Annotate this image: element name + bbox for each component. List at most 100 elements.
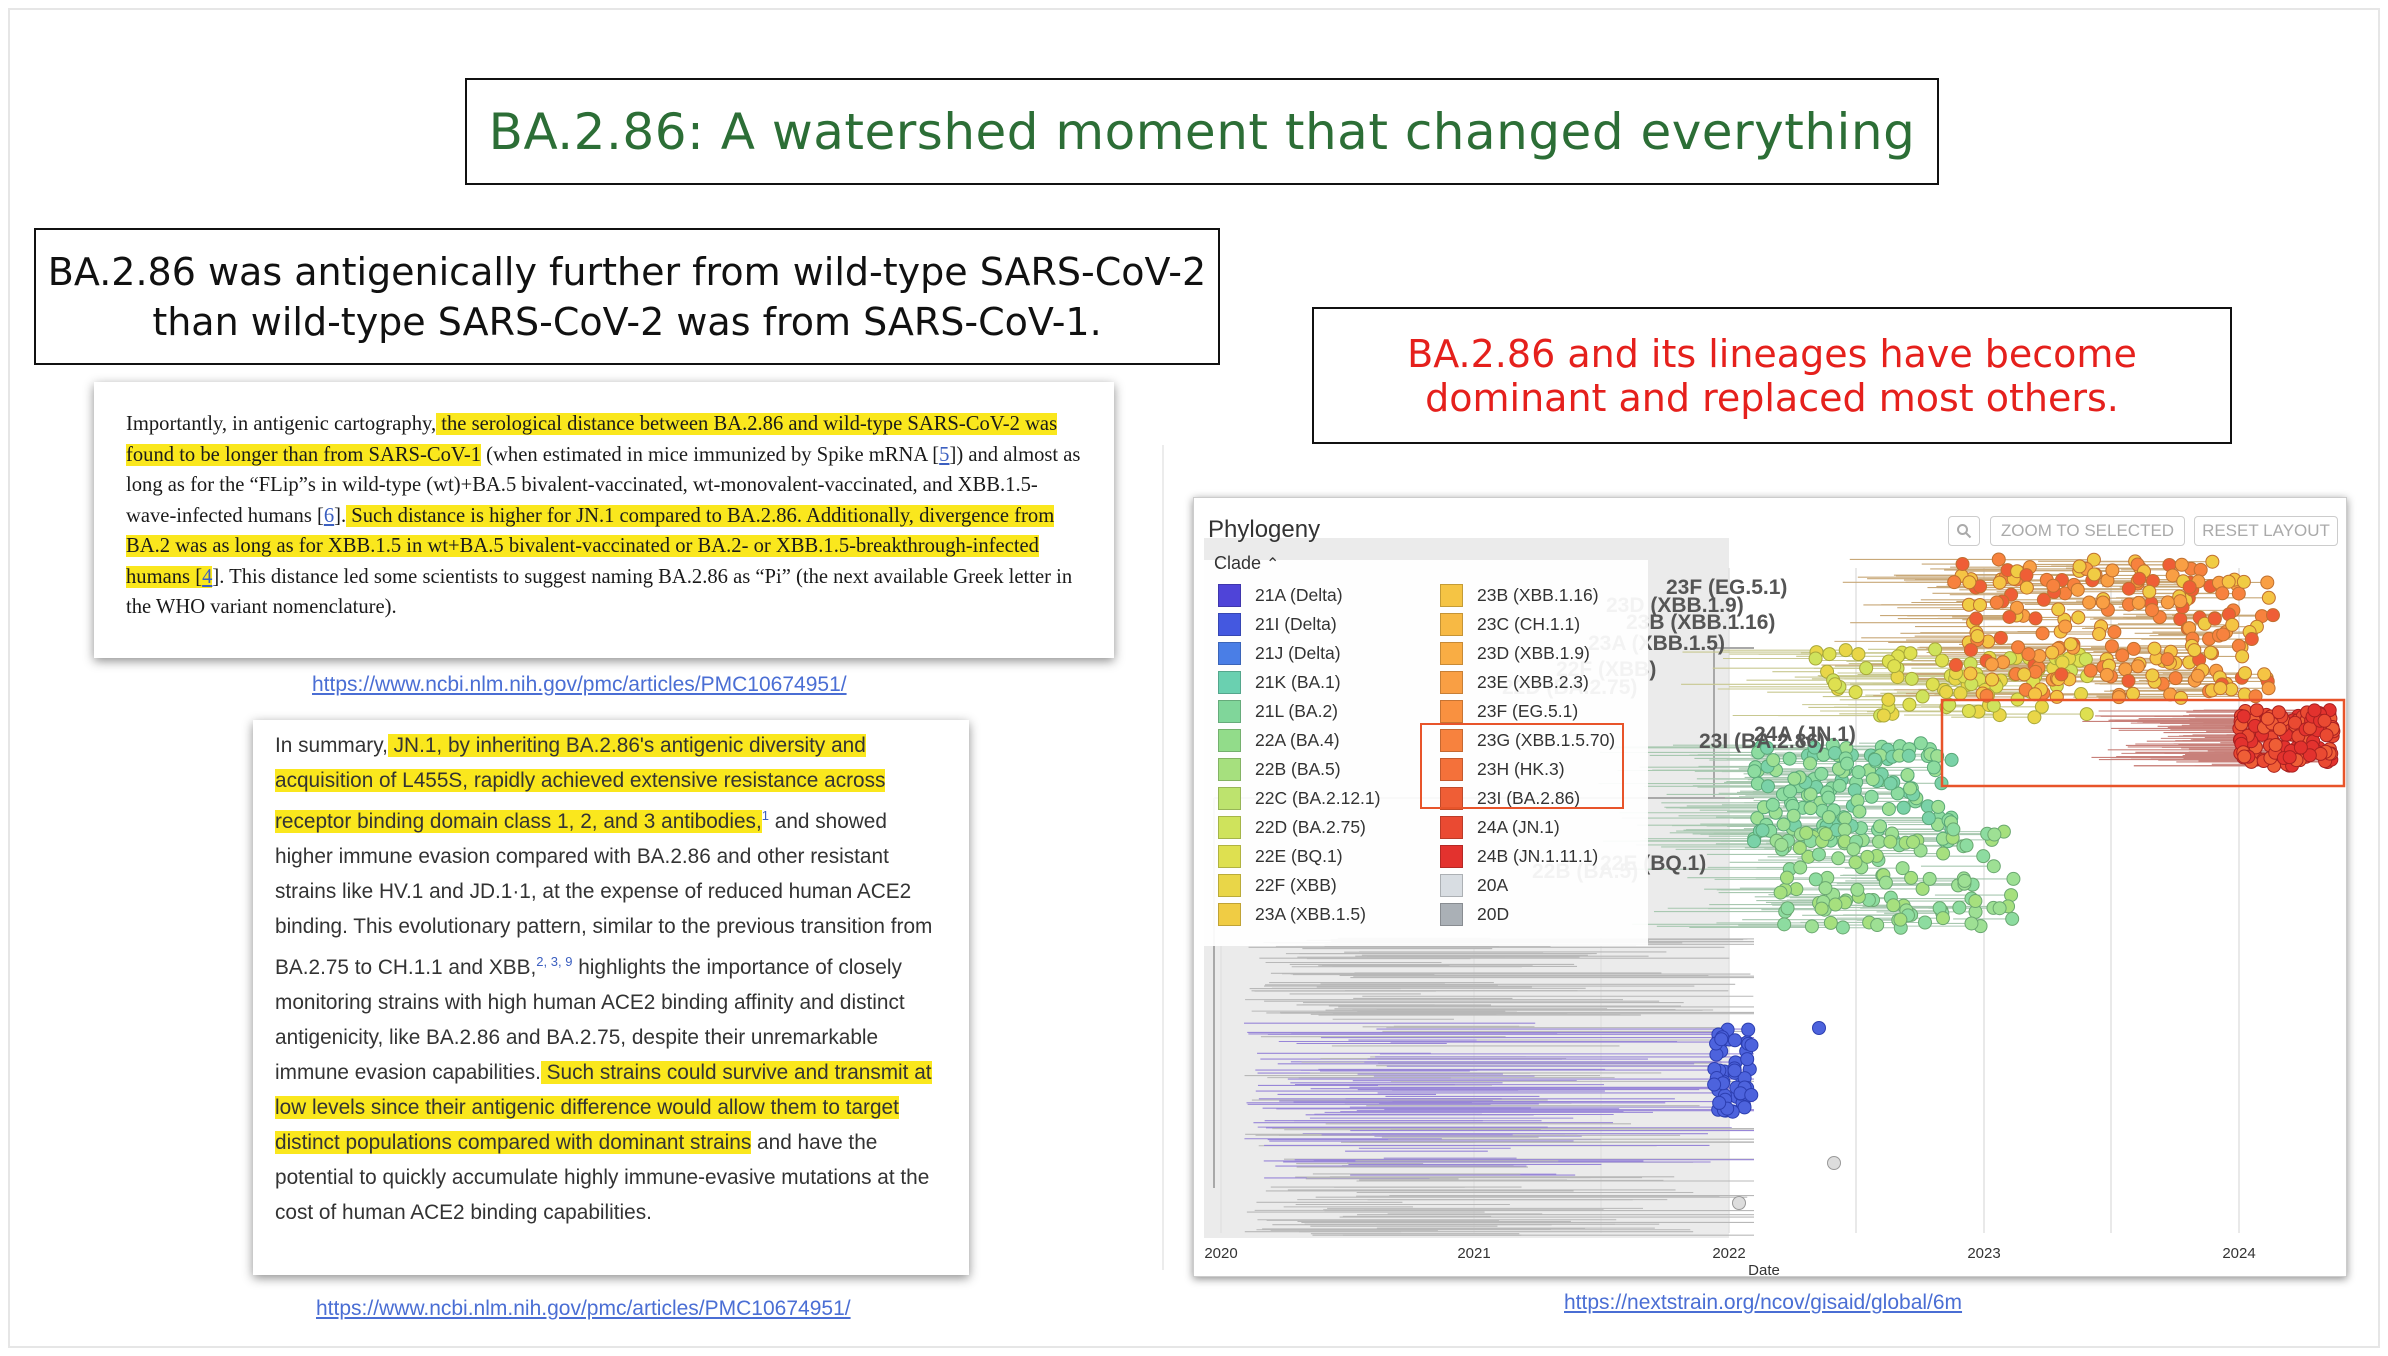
tree-tip[interactable] — [1835, 920, 1850, 935]
source-link-1[interactable]: https://www.ncbi.nlm.nih.gov/pmc/article… — [312, 673, 847, 696]
tree-tip[interactable] — [2125, 686, 2140, 701]
tree-tip[interactable] — [1963, 642, 1978, 657]
tree-tip[interactable] — [1777, 917, 1792, 932]
tree-tip[interactable] — [2111, 690, 2126, 705]
tree-tip[interactable] — [1807, 740, 1822, 755]
tree-tip[interactable] — [2187, 643, 2202, 658]
tree-tip[interactable] — [2126, 641, 2141, 656]
tree-tip[interactable] — [2131, 595, 2146, 610]
tree-tip[interactable] — [2160, 652, 2175, 667]
tree-tip[interactable] — [1765, 797, 1780, 812]
tree-tip[interactable] — [2063, 637, 2078, 652]
legend-item[interactable]: 22F (XBB) — [1218, 874, 1337, 897]
tree-tip[interactable] — [2268, 737, 2283, 752]
tree-tip[interactable] — [1957, 873, 1972, 888]
tree-tip[interactable] — [1921, 811, 1936, 826]
tree-tip[interactable] — [1792, 840, 1807, 855]
tree-tip[interactable] — [2028, 611, 2043, 626]
tree-tip[interactable] — [2095, 595, 2110, 610]
tree-tip[interactable] — [1811, 847, 1826, 862]
legend-item[interactable]: 21I (Delta) — [1218, 613, 1337, 636]
reference-link-4[interactable]: 4 — [202, 565, 213, 588]
tree-tip[interactable] — [2182, 580, 2197, 595]
tree-tip[interactable] — [1848, 855, 1863, 870]
tree-tip[interactable] — [1827, 1156, 1841, 1170]
tree-tip[interactable] — [2086, 552, 2101, 567]
tree-tip[interactable] — [2054, 667, 2069, 682]
tree-tip[interactable] — [1776, 817, 1791, 832]
tree-tip[interactable] — [1840, 756, 1855, 771]
legend-item[interactable]: 20D — [1440, 903, 1509, 926]
tree-tip[interactable] — [1972, 597, 1987, 612]
tree-tip[interactable] — [2257, 667, 2272, 682]
tree-tip[interactable] — [2215, 586, 2230, 601]
tree-tip[interactable] — [2027, 710, 2042, 725]
tree-tip[interactable] — [2160, 595, 2175, 610]
tree-tip[interactable] — [2203, 645, 2218, 660]
tree-tip[interactable] — [1989, 595, 2004, 610]
tree-tip[interactable] — [2174, 557, 2189, 572]
tree-tip[interactable] — [2092, 627, 2107, 642]
tree-tip[interactable] — [1948, 658, 1963, 673]
tree-tip[interactable] — [1925, 677, 1940, 692]
tree-tip[interactable] — [2115, 648, 2130, 663]
tree-tip[interactable] — [2132, 571, 2147, 586]
tree-tip[interactable] — [1783, 784, 1798, 799]
tree-tip[interactable] — [1821, 790, 1836, 805]
tree-tip[interactable] — [1814, 901, 1829, 916]
tree-tip[interactable] — [1985, 672, 2000, 687]
tree-tip[interactable] — [1915, 689, 1930, 704]
tree-tip[interactable] — [1803, 756, 1818, 771]
tree-tip[interactable] — [1961, 703, 1976, 718]
tree-tip[interactable] — [2005, 911, 2020, 926]
tree-tip[interactable] — [2265, 608, 2280, 623]
tree-tip[interactable] — [1903, 781, 1918, 796]
tree-tip[interactable] — [1732, 1196, 1746, 1210]
tree-tip[interactable] — [1867, 752, 1882, 767]
tree-tip[interactable] — [2058, 619, 2073, 634]
tree-tip[interactable] — [2130, 659, 2145, 674]
tree-tip[interactable] — [1837, 822, 1852, 837]
tree-tip[interactable] — [1864, 789, 1879, 804]
tree-tip[interactable] — [1760, 779, 1775, 794]
tree-tip[interactable] — [1904, 671, 1919, 686]
tree-tip[interactable] — [1821, 810, 1836, 825]
tree-tip[interactable] — [2070, 582, 2085, 597]
tree-tip[interactable] — [2079, 707, 2094, 722]
tree-tip[interactable] — [1737, 1100, 1752, 1115]
tree-tip[interactable] — [2074, 687, 2089, 702]
legend-item[interactable]: 23A (XBB.1.5) — [1218, 903, 1366, 926]
tree-tip[interactable] — [1714, 1032, 1729, 1047]
tree-tip[interactable] — [1846, 842, 1861, 857]
tree-tip[interactable] — [1901, 748, 1916, 763]
tree-tip[interactable] — [1838, 643, 1853, 658]
tree-tip[interactable] — [1804, 919, 1819, 934]
source-link-2[interactable]: https://www.ncbi.nlm.nih.gov/pmc/article… — [316, 1297, 851, 1320]
legend-item[interactable]: 23F (EG.5.1) — [1440, 700, 1578, 723]
tree-tip[interactable] — [1887, 659, 1902, 674]
tree-tip[interactable] — [1832, 778, 1847, 793]
tree-tip[interactable] — [2213, 681, 2228, 696]
tree-tip[interactable] — [1782, 751, 1797, 766]
tree-tip[interactable] — [2002, 609, 2017, 624]
tree-tip[interactable] — [1900, 767, 1915, 782]
source-link-3[interactable]: https://nextstrain.org/ncov/gisaid/globa… — [1564, 1291, 1963, 1314]
tree-tip[interactable] — [1955, 557, 1970, 572]
tree-tip[interactable] — [2237, 749, 2252, 764]
tree-tip[interactable] — [1799, 825, 1814, 840]
tree-tip[interactable] — [1851, 765, 1866, 780]
tree-tip[interactable] — [1896, 800, 1911, 815]
legend-item[interactable]: 20A — [1440, 874, 1508, 897]
tree-tip[interactable] — [2193, 562, 2208, 577]
tree-tip[interactable] — [2249, 703, 2264, 718]
tree-tip[interactable] — [2045, 645, 2060, 660]
tree-tip[interactable] — [1812, 1021, 1826, 1035]
legend-item[interactable]: 23E (XBB.2.3) — [1440, 671, 1589, 694]
tree-tip[interactable] — [1808, 651, 1823, 666]
tree-tip[interactable] — [2173, 690, 2188, 705]
legend-item[interactable]: 23I (BA.2.86) — [1440, 787, 1580, 810]
tree-tip[interactable] — [2049, 689, 2064, 704]
tree-tip[interactable] — [1991, 552, 2006, 567]
tree-tip[interactable] — [1946, 822, 1961, 837]
tree-tip[interactable] — [1780, 901, 1795, 916]
